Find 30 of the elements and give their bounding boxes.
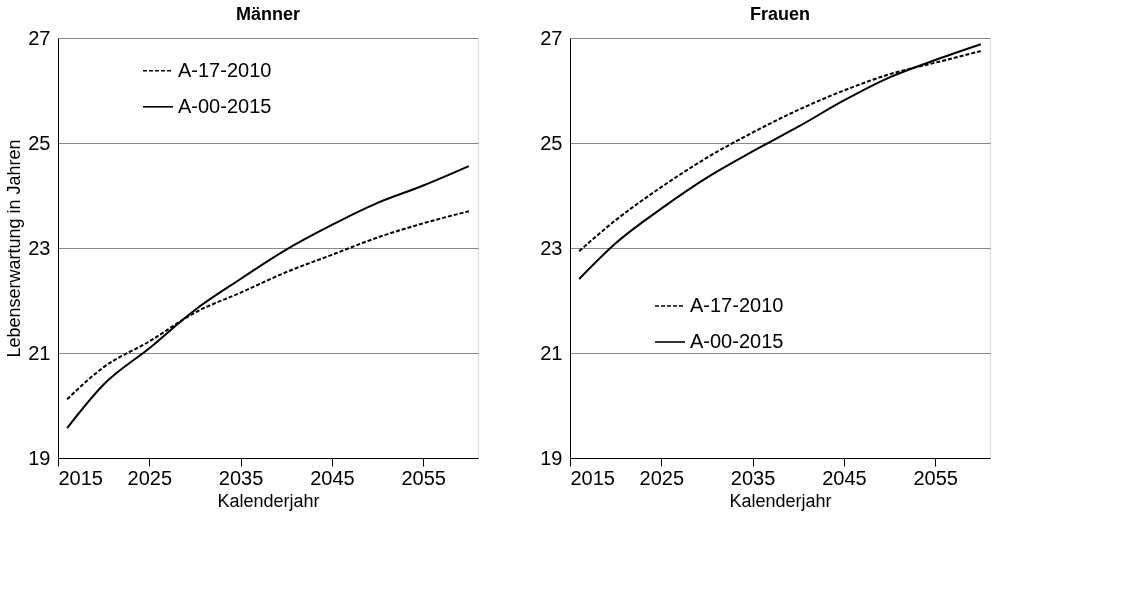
y-tick-label: 23 [28, 236, 51, 259]
y-tick-label: 21 [540, 341, 563, 364]
x-axis-title: Kalenderjahr [217, 490, 320, 511]
line-series [66, 165, 470, 430]
y-tick-label: 21 [28, 341, 51, 364]
y-tick-label: 25 [28, 131, 51, 154]
legend-label: A-17-2010 [178, 58, 272, 81]
y-tick-label: 27 [540, 26, 563, 49]
y-tick-label: 25 [540, 131, 563, 154]
x-tick-label: 2015 [58, 466, 103, 489]
chart-title: Männer [235, 4, 301, 24]
legend-label: A-00-2015 [178, 94, 272, 117]
x-tick-label: 2045 [822, 466, 867, 489]
x-tick-label: 2035 [730, 466, 776, 489]
y-tick-label: 19 [28, 446, 51, 469]
x-tick-label: 2025 [639, 466, 685, 489]
legend-label: A-00-2015 [690, 330, 784, 352]
x-axis-title: Kalenderjahr [729, 490, 832, 511]
legend-label: A-17-2010 [690, 294, 784, 316]
y-axis-title: Lebenserwartung in Jahren [4, 139, 25, 358]
x-tick-label: 2035 [218, 466, 264, 489]
x-tick-label: 2015 [570, 466, 615, 489]
y-tick-label: 19 [540, 446, 563, 469]
x-tick-label: 2055 [913, 466, 958, 489]
y-tick-label: 27 [28, 26, 51, 49]
y-tick-label: 23 [540, 236, 563, 259]
x-tick-label: 2055 [401, 466, 446, 489]
chart-title: Frauen [749, 4, 811, 24]
x-tick-label: 2025 [127, 466, 173, 489]
x-tick-label: 2045 [310, 466, 355, 489]
